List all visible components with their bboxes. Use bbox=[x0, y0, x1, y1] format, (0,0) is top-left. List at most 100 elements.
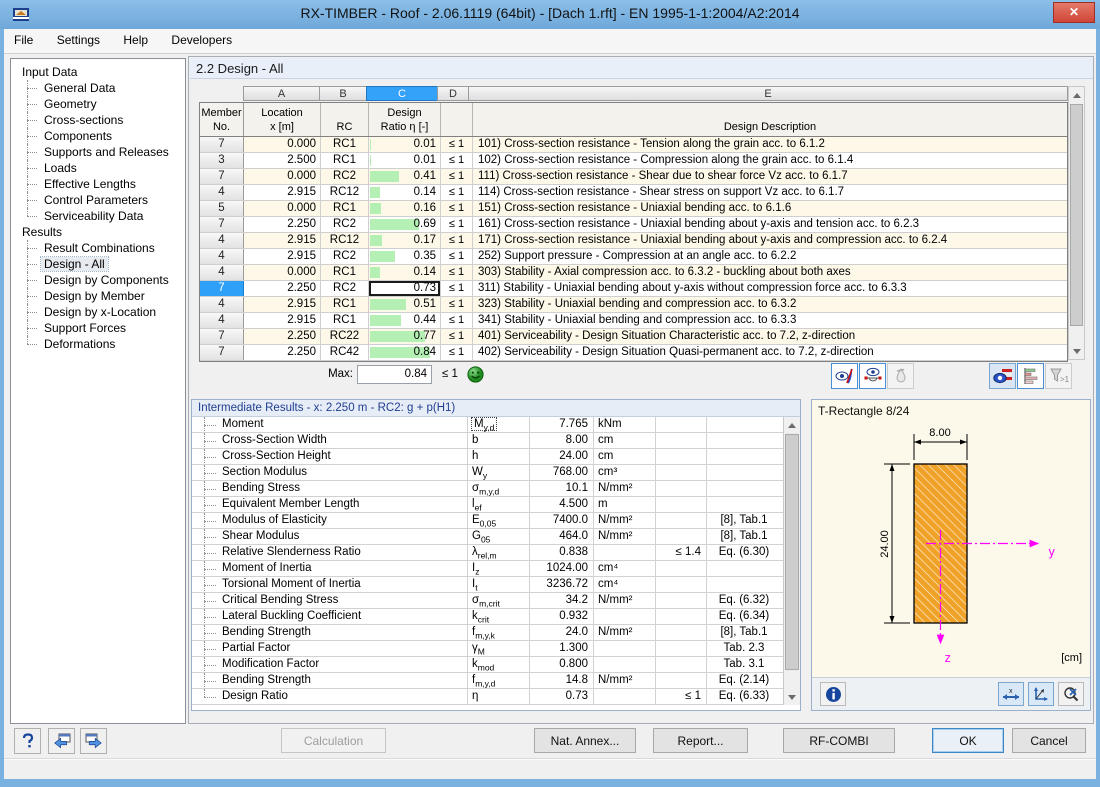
help-icon[interactable] bbox=[14, 728, 41, 754]
location-cell[interactable]: 2.915 bbox=[244, 233, 321, 248]
intermediate-row[interactable]: Moment My,d 7.765 kNm bbox=[192, 417, 800, 433]
rc-cell[interactable]: RC1 bbox=[321, 201, 369, 216]
rc-cell[interactable]: RC2 bbox=[321, 281, 369, 296]
column-letter-d[interactable]: D bbox=[437, 86, 469, 101]
param-unit[interactable]: cm³ bbox=[594, 465, 656, 480]
param-symbol[interactable]: kmod bbox=[468, 657, 530, 672]
sidebar-item[interactable]: Design - All bbox=[11, 256, 185, 272]
ratio-cell[interactable]: 0.17 bbox=[369, 233, 441, 248]
description-cell[interactable]: 102) Cross-section resistance - Compress… bbox=[478, 154, 854, 166]
param-unit[interactable] bbox=[594, 689, 656, 704]
param-name[interactable]: Shear Modulus bbox=[192, 529, 468, 544]
table-row[interactable]: 7 0.000 RC2 0.41 ≤ 1 111) Cross-section … bbox=[200, 169, 1067, 185]
param-unit[interactable]: cm⁴ bbox=[594, 577, 656, 592]
param-symbol[interactable]: My,d bbox=[468, 417, 530, 432]
param-limit[interactable] bbox=[656, 529, 707, 544]
rc-cell[interactable]: RC12 bbox=[321, 233, 369, 248]
param-name[interactable]: Modification Factor bbox=[192, 657, 468, 672]
intermediate-row[interactable]: Torsional Moment of Inertia It 3236.72 c… bbox=[192, 577, 800, 593]
ratio-cell[interactable]: 0.14 bbox=[369, 185, 441, 200]
menu-item[interactable]: Help bbox=[123, 33, 149, 47]
location-cell[interactable]: 2.250 bbox=[244, 329, 321, 344]
filter-greater-one-icon[interactable]: >1 bbox=[1045, 363, 1072, 389]
location-cell[interactable]: 0.000 bbox=[244, 265, 321, 280]
intermediate-row[interactable]: Partial Factor γM 1.300 Tab. 2.3 bbox=[192, 641, 800, 657]
param-limit[interactable] bbox=[656, 577, 707, 592]
description-cell[interactable]: 402) Serviceability - Design Situation Q… bbox=[478, 346, 874, 358]
param-reference[interactable]: Eq. (6.30) bbox=[718, 546, 770, 558]
limit-cell[interactable]: ≤ 1 bbox=[441, 137, 473, 152]
description-cell[interactable]: 252) Support pressure - Compression at a… bbox=[478, 250, 797, 262]
table-row[interactable]: 4 2.915 RC2 0.35 ≤ 1 252) Support pressu… bbox=[200, 249, 1067, 265]
result-diagram-icon[interactable] bbox=[831, 363, 858, 389]
ratio-cell[interactable]: 0.69 bbox=[369, 217, 441, 232]
scroll-up-icon[interactable] bbox=[784, 417, 800, 433]
param-symbol[interactable]: Iz bbox=[468, 561, 530, 576]
rc-cell[interactable]: RC2 bbox=[321, 169, 369, 184]
ratio-cell[interactable]: 0.01 bbox=[369, 153, 441, 168]
param-name[interactable]: Cross-Section Height bbox=[192, 449, 468, 464]
intermediate-row[interactable]: Section Modulus Wy 768.00 cm³ bbox=[192, 465, 800, 481]
table-row[interactable]: 7 2.250 RC2 0.69 ≤ 1 161) Cross-section … bbox=[200, 217, 1067, 233]
location-cell[interactable]: 2.500 bbox=[244, 153, 321, 168]
location-cell[interactable]: 2.915 bbox=[244, 249, 321, 264]
rc-cell[interactable]: RC1 bbox=[321, 313, 369, 328]
limit-cell[interactable]: ≤ 1 bbox=[441, 329, 473, 344]
param-name[interactable]: Equivalent Member Length bbox=[192, 497, 468, 512]
scroll-down-icon[interactable] bbox=[784, 689, 800, 705]
intermediate-row[interactable]: Bending Strength fm,y,k 24.0 N/mm² [8], … bbox=[192, 625, 800, 641]
param-limit[interactable] bbox=[656, 657, 707, 672]
support-view-icon[interactable] bbox=[859, 363, 886, 389]
param-unit[interactable]: kNm bbox=[594, 417, 656, 432]
param-name[interactable]: Moment of Inertia bbox=[192, 561, 468, 576]
column-letter-e[interactable]: E bbox=[468, 86, 1068, 101]
param-symbol[interactable]: kcrit bbox=[468, 609, 530, 624]
next-window-icon[interactable] bbox=[80, 728, 107, 754]
result-bars-icon[interactable] bbox=[1017, 363, 1044, 389]
param-name[interactable]: Relative Slenderness Ratio bbox=[192, 545, 468, 560]
description-cell[interactable]: 341) Stability - Uniaxial bending and co… bbox=[478, 314, 797, 326]
intermediate-row[interactable]: Critical Bending Stress σm,crit 34.2 N/m… bbox=[192, 593, 800, 609]
table-scrollbar[interactable] bbox=[1068, 86, 1085, 360]
param-symbol[interactable]: fm,y,k bbox=[468, 625, 530, 640]
param-value[interactable]: 10.1 bbox=[530, 481, 594, 496]
param-value[interactable]: 1.300 bbox=[530, 641, 594, 656]
rc-cell[interactable]: RC42 bbox=[321, 345, 369, 360]
location-cell[interactable]: 0.000 bbox=[244, 137, 321, 152]
description-cell[interactable]: 323) Stability - Uniaxial bending and co… bbox=[478, 298, 797, 310]
param-value[interactable]: 0.932 bbox=[530, 609, 594, 624]
intermediate-row[interactable]: Shear Modulus G05 464.0 N/mm² [8], Tab.1 bbox=[192, 529, 800, 545]
intermediate-row[interactable]: Equivalent Member Length lef 4.500 m bbox=[192, 497, 800, 513]
param-value[interactable]: 24.0 bbox=[530, 625, 594, 640]
member-cell[interactable]: 4 bbox=[200, 297, 244, 312]
sidebar-item[interactable]: Control Parameters bbox=[11, 192, 185, 208]
zoom-reset-icon[interactable] bbox=[1058, 682, 1084, 706]
scrollbar-thumb[interactable] bbox=[1070, 104, 1083, 326]
menu-item[interactable]: File bbox=[14, 33, 34, 47]
param-reference[interactable]: Eq. (2.14) bbox=[718, 674, 770, 686]
param-unit[interactable]: N/mm² bbox=[594, 673, 656, 688]
param-value[interactable]: 0.800 bbox=[530, 657, 594, 672]
param-limit[interactable]: ≤ 1.4 bbox=[656, 545, 707, 560]
table-row[interactable]: 3 2.500 RC1 0.01 ≤ 1 102) Cross-section … bbox=[200, 153, 1067, 169]
param-limit[interactable] bbox=[656, 609, 707, 624]
member-cell[interactable]: 7 bbox=[200, 169, 244, 184]
rc-cell[interactable]: RC1 bbox=[321, 265, 369, 280]
ratio-cell[interactable]: 0.51 bbox=[369, 297, 441, 312]
param-value[interactable]: 3236.72 bbox=[530, 577, 594, 592]
param-symbol[interactable]: lef bbox=[468, 497, 530, 512]
param-symbol[interactable]: γM bbox=[468, 641, 530, 656]
sidebar-item[interactable]: Results bbox=[22, 225, 63, 239]
intermediate-row[interactable]: Lateral Buckling Coefficient kcrit 0.932… bbox=[192, 609, 800, 625]
location-cell[interactable]: 2.250 bbox=[244, 281, 321, 296]
drop-icon[interactable] bbox=[887, 363, 914, 389]
sidebar-item[interactable]: Serviceability Data bbox=[11, 208, 185, 224]
param-reference[interactable]: Eq. (6.33) bbox=[718, 690, 770, 702]
intermediate-row[interactable]: Design Ratio η 0.73 ≤ 1 Eq. (6.33) bbox=[192, 689, 800, 705]
param-reference[interactable]: Eq. (6.32) bbox=[718, 594, 770, 606]
rc-cell[interactable]: RC1 bbox=[321, 297, 369, 312]
rc-cell[interactable]: RC22 bbox=[321, 329, 369, 344]
param-value[interactable]: 34.2 bbox=[530, 593, 594, 608]
param-name[interactable]: Torsional Moment of Inertia bbox=[192, 577, 468, 592]
location-cell[interactable]: 2.915 bbox=[244, 313, 321, 328]
